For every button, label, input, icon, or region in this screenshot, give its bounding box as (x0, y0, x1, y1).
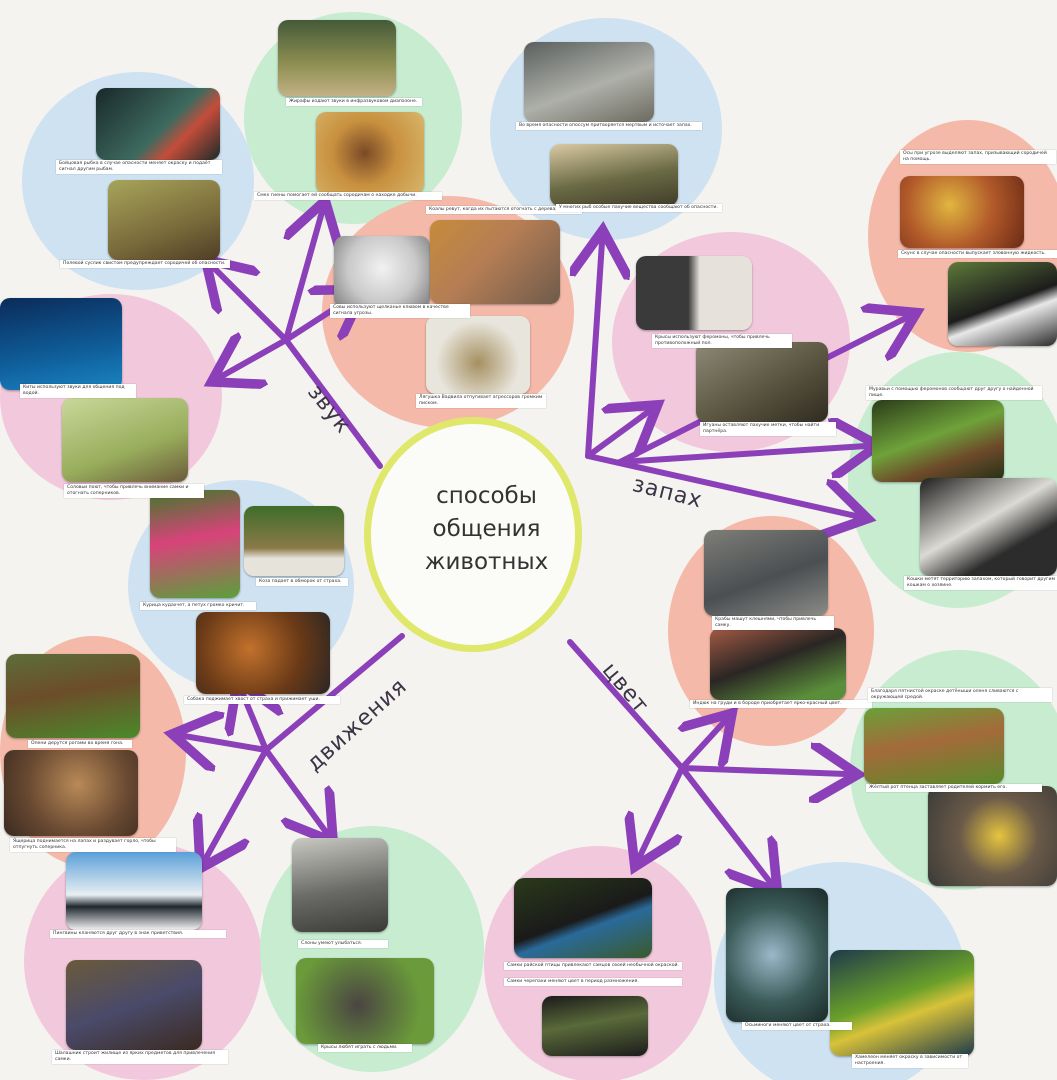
photo-penguins (66, 852, 202, 930)
photo-turkey (710, 628, 846, 700)
photo-ants (872, 400, 1004, 482)
arrow-color-paradise (640, 765, 685, 856)
photo-fawns (864, 708, 1004, 784)
caption-hyena: Смех гиены помогает ей сообщать сородича… (254, 192, 442, 200)
arrow-sound-whale (222, 340, 289, 376)
caption-penguins: Пингвины кланяются друг другу в знак при… (50, 930, 226, 938)
arrow-move-trunk (263, 633, 405, 753)
photo-chicken (150, 490, 240, 598)
arrow-smell-trunk (585, 453, 856, 516)
caption-turtle: Самки черепахи меняют цвет в период разм… (504, 978, 682, 986)
arrow-move-elephant (263, 747, 326, 832)
caption-chicken: Курица кудахчет, а петух громко кричит. (140, 602, 256, 610)
arrow-color-trunk (567, 639, 685, 771)
caption-owl: Совы используют щелканье клювом в качест… (330, 304, 470, 318)
photo-paradise (514, 878, 652, 958)
caption-possum: Во время опасности опоссум притворяется … (516, 122, 702, 130)
photo-crab (704, 530, 828, 616)
caption-crab: Крабы машут клешнями, чтобы привлечь сам… (712, 616, 834, 630)
arrow-color-crab (682, 722, 724, 771)
photo-skunk (948, 262, 1057, 346)
photo-octopus (726, 888, 828, 1022)
arrow-smell-mice (585, 412, 648, 459)
caption-octopus: Осьминоги меняют цвет от страха. (742, 1022, 852, 1030)
caption-dog: Собака поджимает хвост от страха и прижи… (184, 696, 340, 704)
caption-whale: Киты используют звуки для общения под во… (20, 384, 136, 398)
arrow-smell-possum (588, 242, 602, 459)
caption-mole: Крысы любят играть с людьми. (318, 1044, 412, 1052)
caption-deer: Олени дерутся рогами во время гона. (28, 740, 132, 748)
title-line-1: способы (436, 483, 537, 509)
photo-wasp (900, 176, 1024, 248)
arrow-sound-hyena (283, 212, 322, 343)
photo-koala (430, 220, 560, 304)
photo-mice (636, 256, 752, 330)
caption-elephant: Слоны умеют улыбаться. (298, 940, 388, 948)
caption-koala: Коалы ревут, когда их пытаются отогнать … (426, 206, 582, 214)
title-line-3: животных (424, 549, 549, 575)
arrow-color-fawn (679, 768, 846, 774)
caption-skunk: Скунс в случае опасности выпускает злово… (898, 250, 1057, 258)
caption-gopher: Полевой суслик свистом предупреждает сор… (60, 260, 230, 268)
photo-iguana (696, 342, 828, 422)
photo-elephant (292, 838, 388, 932)
center-circle (364, 417, 582, 652)
arrow-smell-ants (617, 446, 866, 462)
caption-bird: Соловьи поют, чтобы привлечь внимание са… (64, 484, 204, 498)
arrow-sound-trunk (283, 337, 383, 469)
photo-turtle (542, 996, 648, 1056)
photo-bowerbird (66, 960, 202, 1050)
caption-paradise: Самки райской птицы привлекают самцов св… (504, 962, 682, 970)
caption-giraffe: Жирафы издают звуки в инфразвуковом диап… (286, 98, 422, 106)
photo-mole (296, 958, 434, 1044)
photo-chicks (928, 786, 1057, 886)
photo-deer (6, 654, 140, 738)
arrow-sound-fish (214, 268, 289, 343)
caption-bowerbird: Шалашник строит жилище из ярких предмето… (52, 1050, 228, 1064)
caption-goat: Коза падает в обморок от страха. (256, 578, 348, 586)
photo-fish (96, 88, 220, 160)
photo-bird (62, 398, 188, 482)
photo-frog (426, 316, 530, 394)
caption-chicks: Жёлтый рот птенца заставляет родителей к… (866, 784, 1042, 792)
photo-giraffe (278, 20, 396, 96)
photo-whale (0, 298, 122, 390)
caption-cats: Кошки метят территорию запахом, который … (904, 576, 1057, 590)
photo-fish2 (550, 144, 678, 206)
caption-fish: Бойцовая рыбка в случае опасности меняет… (56, 160, 222, 174)
caption-wasp: Осы при угрозе выделяют запах, призывающ… (900, 150, 1056, 164)
arrow-move-penguin (206, 747, 269, 858)
photo-gopher (108, 180, 220, 260)
caption-mice: Крысы используют феромоны, чтобы привлеч… (652, 334, 792, 348)
photo-chameleon (830, 950, 974, 1056)
photo-owl (334, 236, 430, 308)
caption-turkey: Индюк на груди и в бороде приобретает яр… (690, 700, 872, 708)
caption-lizard: Ящерица поднимается на лапах и раздувает… (10, 838, 176, 852)
title-line-2: общения (432, 516, 541, 542)
caption-ants: Муравьи с помощью феромонов сообщают дру… (866, 386, 1042, 400)
photo-hyena (316, 112, 424, 194)
center-title: способы общения животных (364, 480, 609, 579)
caption-iguana: Игуаны оставляют пахучие метки, чтобы на… (700, 422, 836, 436)
arrow-color-octopus (679, 765, 770, 882)
photo-possum (524, 42, 654, 122)
arrow-move-deer (184, 736, 269, 750)
photo-dog (196, 612, 330, 694)
caption-chameleon: Хамелеон меняет окраску в зависимости от… (852, 1054, 968, 1068)
caption-frog: Лягушка Вадвила отпугивает агрессоров гр… (416, 394, 546, 408)
caption-fish2: У многих рыб особые пахучие вещества соо… (556, 204, 722, 212)
photo-cats (920, 478, 1057, 576)
photo-goat (244, 506, 344, 576)
photo-lizard (4, 750, 138, 836)
caption-fawns: Благодаря пятнистой окраске детёныши оле… (868, 688, 1052, 702)
